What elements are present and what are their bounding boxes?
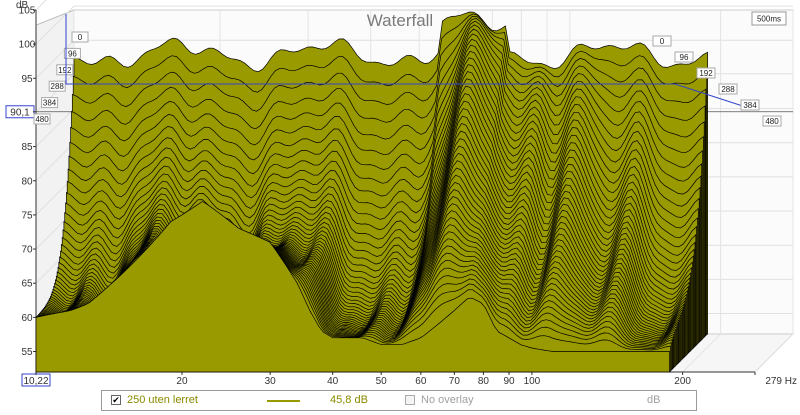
grid-line-side (35, 5, 75, 45)
time-label-box-right (762, 115, 782, 127)
y-unit-label: dB (16, 0, 29, 11)
time-tick-label-right: 96 (680, 53, 689, 62)
x-tick-label: 40 (327, 376, 339, 387)
x-tick-label: 100 (524, 376, 541, 387)
cursor-guide-line (65, 14, 756, 111)
series-line-swatch (267, 400, 300, 402)
time-label-box-right (718, 83, 738, 95)
time-tick-label: 192 (58, 66, 72, 75)
y-tick-label: 80 (21, 176, 33, 187)
y-tick-label: 60 (21, 313, 33, 324)
time-label-box (48, 80, 66, 92)
time-label-box (41, 97, 59, 109)
time-tick-label: 288 (51, 82, 65, 91)
y-tick-label: 100 (19, 40, 36, 51)
x-tick-label: 50 (376, 376, 388, 387)
y-tick-label: 55 (21, 347, 33, 358)
grid-line-floor (682, 333, 721, 373)
time-label-box (56, 64, 74, 76)
time-tick-label: 384 (43, 99, 57, 108)
waterfall-slice (35, 201, 670, 373)
y-tick-label: 90,1 (10, 107, 30, 118)
grid-line-side (35, 142, 75, 182)
series-label: 250 uten lerret (127, 394, 198, 406)
time-tick-label-right: 480 (765, 117, 779, 126)
x-tick-label: 30 (265, 376, 277, 387)
time-tick-label-right: 288 (721, 85, 735, 94)
time-tick-label-right: 384 (743, 101, 757, 110)
time-tick-label: 96 (68, 49, 77, 58)
x-tick-label: 20 (176, 376, 188, 387)
time-labels-right: 0 96 192 288 384 480 (652, 35, 782, 127)
time-range-box: 500ms (751, 11, 787, 26)
time-label-box (71, 31, 89, 43)
x-tick-label: 279 Hz (765, 376, 797, 387)
time-label-box (63, 47, 81, 59)
time-label-box-right (652, 35, 672, 47)
time-range-label: 500ms (757, 15, 781, 24)
time-label-box-right (696, 67, 716, 79)
y-tick-label: 75 (21, 210, 33, 221)
series-checkbox[interactable]: ✔ (111, 395, 121, 405)
x-tick-label: 90 (503, 376, 515, 387)
y-tick-label: 70 (21, 245, 33, 256)
time-tick-label-right: 192 (699, 69, 713, 78)
grid-line-side (35, 39, 75, 79)
x-tick-label: 60 (415, 376, 427, 387)
y-tick-label: 95 (21, 74, 33, 85)
time-tick-label: 480 (35, 115, 49, 124)
overlay-label: No overlay (421, 394, 474, 406)
grid-line-side (35, 0, 47, 11)
grid-line-floor (754, 333, 794, 373)
overlay-unit: dB (647, 394, 661, 406)
y-tick-label: 105 (19, 6, 36, 17)
y-tick-label: 65 (21, 279, 33, 290)
time-label-box (33, 113, 51, 125)
y-tick-label: 85 (21, 142, 33, 153)
grid-line-side (35, 108, 75, 147)
time-label-box-right (674, 51, 694, 63)
time-label-box-right (740, 99, 760, 111)
x-tick-label: 10,22 (23, 376, 48, 387)
legend-bar: ✔ 250 uten lerret 45,8 dB No overlay dB (101, 390, 697, 411)
overlay-checkbox[interactable] (405, 395, 415, 405)
time-tick-label: 0 (78, 33, 83, 42)
series-cursor-value: 45,8 dB (330, 394, 368, 406)
x-tick-label: 80 (478, 376, 490, 387)
time-tick-label-right: 0 (660, 37, 665, 46)
x-tick-label: 200 (674, 376, 691, 387)
waterfall-slices (35, 11, 708, 373)
x-tick-label: 70 (449, 376, 461, 387)
chart-title: Waterfall (367, 11, 433, 30)
